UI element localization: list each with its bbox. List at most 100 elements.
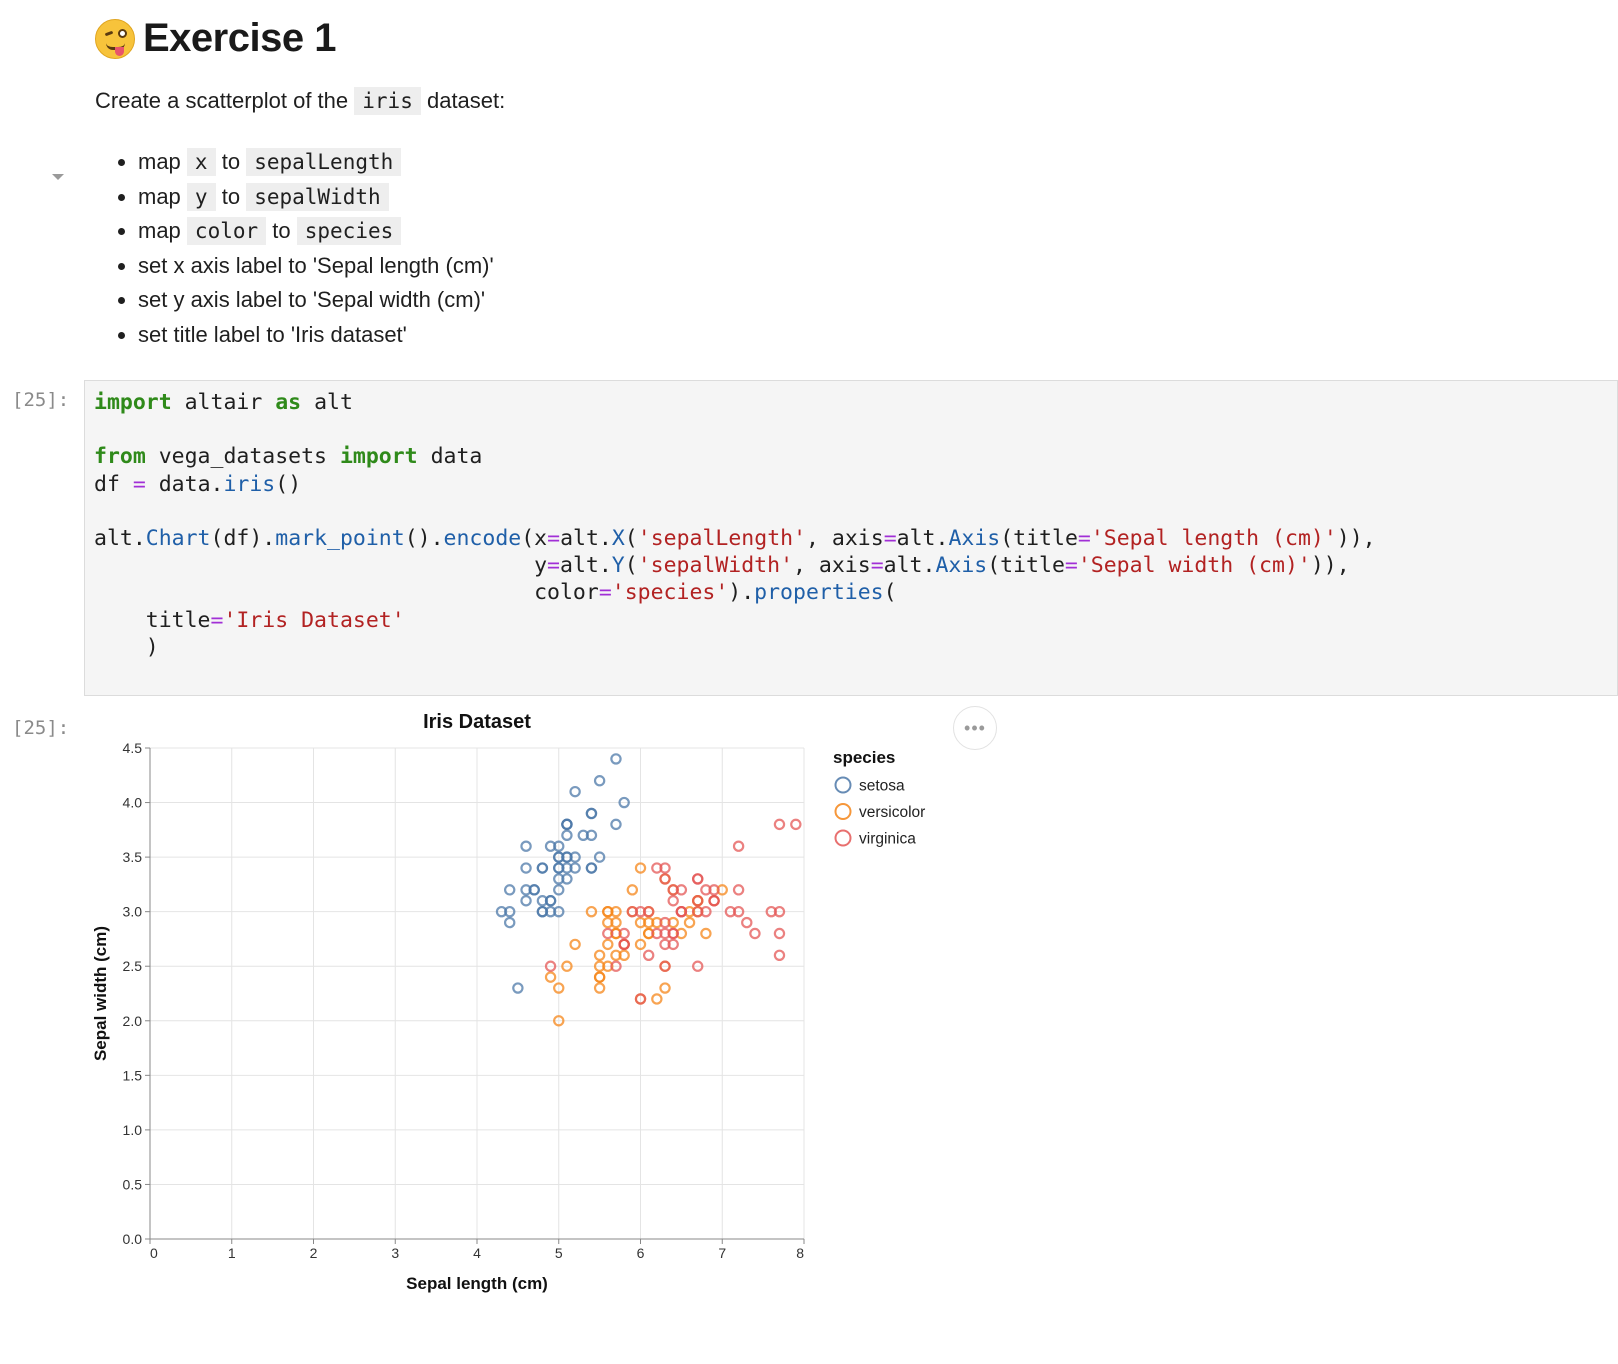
- y-tick-label: 4.5: [123, 740, 143, 756]
- point-setosa: [520, 862, 532, 874]
- point-versicolor: [553, 982, 565, 994]
- inline-code: color: [186, 217, 267, 246]
- point-virginica: [618, 927, 630, 940]
- point-setosa: [610, 753, 622, 765]
- point-setosa: [610, 818, 622, 831]
- point-virginica: [659, 938, 671, 951]
- point-versicolor: [634, 938, 647, 951]
- y-tick-label: 3.5: [123, 849, 143, 865]
- point-versicolor: [634, 916, 647, 929]
- point-setosa: [504, 916, 516, 929]
- point-virginica: [708, 895, 720, 907]
- code-text[interactable]: import altair as alt from vega_datasets …: [94, 390, 1376, 660]
- point-versicolor: [561, 960, 573, 972]
- inline-code: sepalWidth: [246, 182, 389, 211]
- point-virginica: [626, 905, 639, 918]
- ellipsis-icon[interactable]: •••: [953, 706, 997, 750]
- legend-symbol-versicolor: [834, 803, 852, 820]
- point-virginica: [773, 927, 786, 940]
- y-tick-label: 1.5: [123, 1067, 143, 1083]
- point-virginica: [659, 927, 671, 940]
- legend-label-virginica: virginica: [859, 831, 916, 848]
- point-virginica: [773, 949, 786, 962]
- x-tick-label: 2: [310, 1245, 318, 1261]
- point-versicolor: [610, 916, 622, 929]
- point-virginica: [602, 927, 614, 940]
- inline-code: species: [296, 217, 402, 246]
- point-virginica: [659, 916, 671, 929]
- point-setosa: [553, 851, 565, 863]
- point-virginica: [692, 960, 704, 972]
- point-virginica: [634, 993, 647, 1005]
- code-cell-editor[interactable]: import altair as alt from vega_datasets …: [84, 380, 1618, 696]
- point-virginica: [659, 960, 671, 972]
- point-setosa: [520, 884, 532, 896]
- point-setosa: [536, 862, 549, 874]
- x-tick-label: 1: [228, 1245, 236, 1261]
- winking-face-with-tongue-icon: [95, 18, 135, 59]
- y-tick-label: 2.5: [123, 958, 143, 974]
- legend-symbol-virginica: [834, 829, 852, 847]
- point-setosa: [520, 840, 532, 852]
- collapse-caret-icon[interactable]: [52, 174, 64, 180]
- inline-code: sepalLength: [246, 148, 402, 176]
- x-tick-label: 3: [391, 1245, 399, 1261]
- point-setosa: [504, 884, 516, 896]
- point-virginica: [659, 873, 671, 885]
- point-setosa: [504, 905, 516, 918]
- point-setosa: [561, 862, 573, 874]
- point-setosa: [512, 982, 524, 994]
- chart-title: Iris Dataset: [423, 711, 531, 733]
- point-versicolor: [626, 884, 639, 896]
- intro-paragraph: Create a scatterplot of the iris dataset…: [95, 87, 505, 115]
- x-tick-label: 6: [637, 1245, 645, 1261]
- x-tick-label: 4: [473, 1245, 481, 1261]
- point-setosa: [561, 829, 573, 841]
- point-virginica: [667, 895, 679, 907]
- inline-code: y: [186, 182, 216, 211]
- y-axis-title: Sepal width (cm): [91, 926, 110, 1061]
- task-item-map-x: map x to sepalLength: [138, 145, 494, 180]
- point-versicolor: [610, 905, 622, 918]
- y-tick-label: 0.0: [123, 1231, 143, 1247]
- point-versicolor: [618, 949, 630, 962]
- point-setosa: [569, 851, 581, 863]
- point-setosa: [585, 807, 598, 820]
- point-virginica: [732, 884, 745, 896]
- x-tick-label: 0: [150, 1245, 158, 1261]
- point-virginica: [790, 818, 802, 831]
- point-setosa: [593, 775, 606, 787]
- point-setosa: [553, 905, 565, 918]
- point-virginica: [741, 916, 753, 929]
- point-versicolor: [585, 905, 598, 918]
- task-item-title: set title label to 'Iris dataset': [138, 318, 494, 353]
- scatter-chart: 0 1 2 3 4 5 6 7 8 0.0 0.5 1.0 1.5 2.0 2.5 3.0 3.5 4.0 4.5 I…: [91, 711, 925, 1293]
- point-virginica: [618, 938, 630, 951]
- y-tick-label: 1.0: [123, 1122, 143, 1138]
- x-tick-label: 8: [796, 1245, 804, 1261]
- point-virginica: [610, 960, 622, 972]
- point-versicolor: [593, 971, 606, 983]
- point-setosa: [577, 829, 589, 841]
- point-virginica: [749, 927, 761, 940]
- inline-code: x: [186, 148, 216, 176]
- intro-text-before: Create a scatterplot of the: [95, 88, 349, 113]
- legend-title: species: [833, 748, 895, 767]
- point-setosa: [561, 818, 573, 831]
- point-virginica: [732, 905, 745, 918]
- inline-code-iris: iris: [354, 87, 421, 115]
- point-versicolor: [569, 938, 581, 951]
- point-virginica: [675, 905, 688, 918]
- exercise-heading: Exercise 1: [95, 16, 336, 61]
- heading-text: Exercise 1: [143, 16, 336, 60]
- x-tick-label: 5: [555, 1245, 563, 1261]
- task-list: map x to sepalLength map y to sepalWidth…: [95, 145, 494, 353]
- point-virginica: [773, 905, 786, 918]
- point-virginica: [692, 873, 704, 885]
- point-virginica: [651, 862, 663, 874]
- input-prompt: [25]:: [12, 389, 70, 411]
- point-virginica: [692, 895, 704, 907]
- point-versicolor: [593, 949, 606, 962]
- legend-label-setosa: setosa: [859, 778, 905, 795]
- y-tick-label: 3.0: [123, 904, 143, 920]
